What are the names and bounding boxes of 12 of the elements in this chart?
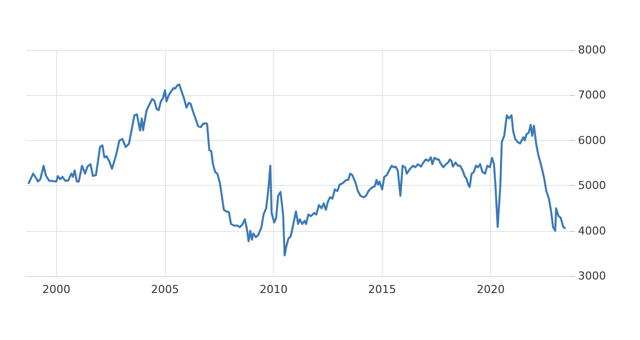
x-tick-label: 2000	[42, 283, 70, 296]
x-tick-label: 2015	[368, 283, 396, 296]
line-series	[27, 84, 566, 256]
y-tick-label: 7000	[578, 88, 606, 102]
y-tick-label: 4000	[578, 224, 606, 238]
x-tick-label: 2020	[476, 283, 505, 296]
x-tick-label: 2010	[260, 283, 288, 296]
y-tick-label: 3000	[578, 270, 606, 282]
y-tick-label: 5000	[578, 179, 606, 192]
y-tick-label: 6000	[578, 134, 606, 147]
y-tick-label: 8000	[578, 44, 606, 56]
x-tick-label: 2005	[150, 283, 179, 296]
